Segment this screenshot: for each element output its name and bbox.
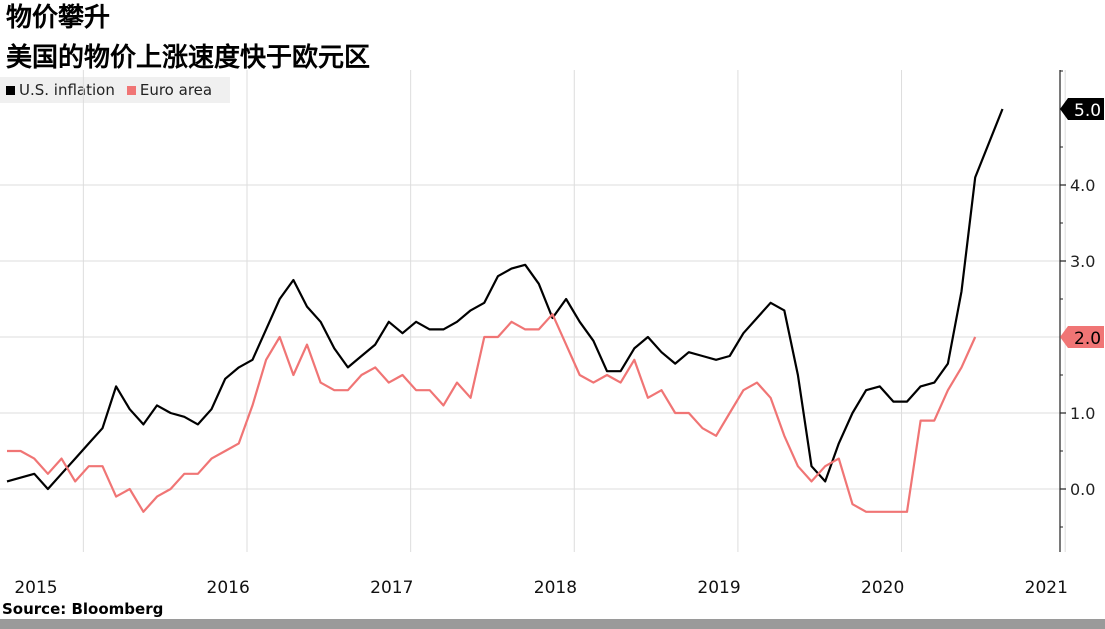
euro-area-line [7,313,977,513]
chart-title: 物价攀升 [6,3,111,33]
x-tick-label: 2018 [534,578,577,598]
legend-label-euro: Euro area [139,81,213,99]
x-tick-label: 2015 [14,578,57,598]
legend-item-euro: Euro area [126,81,213,99]
us-end-flag [1060,98,1104,120]
legend: U.S. inflation Euro area [0,77,230,103]
euro-end-label: 2.0 [1074,329,1101,349]
chart-subtitle: 美国的物价上涨速度快于欧元区 [6,43,371,73]
y-tick-label: 3.0 [1070,252,1095,271]
bottom-strip [0,619,1105,629]
legend-swatch-us [6,85,15,95]
us-inflation-line [6,108,1004,491]
x-tick-label: 2017 [370,578,413,598]
source-note: Source: Bloomberg [2,600,164,618]
x-tick-label: 2021 [1025,578,1068,598]
y-tick-label: 0.0 [1070,480,1095,499]
y-tick-label: 4.0 [1070,176,1095,195]
x-tick-label: 2016 [207,578,250,598]
legend-item-us: U.S. inflation [6,81,115,99]
euro-end-flag [1060,326,1104,348]
us-end-label: 5.0 [1074,101,1101,121]
x-tick-label: 2020 [861,578,904,598]
x-tick-label: 2019 [697,578,740,598]
legend-label-us: U.S. inflation [19,81,115,99]
y-tick-label: 1.0 [1070,404,1095,423]
legend-swatch-euro [126,85,136,95]
